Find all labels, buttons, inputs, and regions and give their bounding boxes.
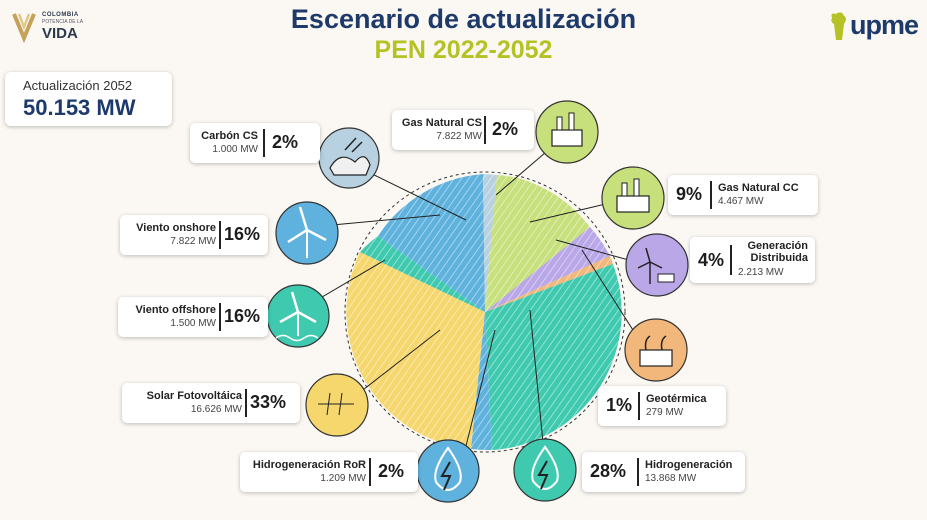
card-onshore-name: Viento onshore [136, 222, 216, 234]
card-divider [369, 458, 371, 486]
water-drop-bolt-icon [416, 439, 480, 503]
colombia-logo: COLOMBIA POTENCIA DE LA VIDA [10, 10, 140, 46]
card-solar-name: Solar Fotovoltáica [146, 390, 242, 402]
card-divider [263, 129, 265, 157]
card-offshore-pct: 16% [224, 306, 261, 326]
card-carbon-cs: Carbón CS 1.000 MW 2% [190, 123, 320, 163]
card-onshore-pct: 16% [224, 224, 261, 244]
card-viento-offshore: Viento offshore 1.500 MW 16% [118, 297, 268, 337]
card-onshore-mw: 7.822 MW [170, 236, 216, 247]
logo-colombia-text: COLOMBIA [42, 12, 79, 18]
card-viento-onshore: Viento onshore 7.822 MW 16% [120, 215, 268, 255]
distributed-generation-icon [625, 233, 689, 297]
card-gascs-mw: 7.822 MW [436, 131, 482, 142]
card-geo-name: Geotérmica [646, 393, 707, 405]
gas-plant-icon [535, 100, 599, 164]
card-ror-mw: 1.209 MW [320, 473, 366, 484]
card-solar-pct: 33% [250, 392, 287, 412]
offshore-wind-icon [266, 284, 330, 348]
card-geotermica: 1% Geotérmica 279 MW [598, 386, 726, 426]
card-gascs-pct: 2% [492, 119, 519, 139]
page-subtitle: PEN 2022-2052 [374, 36, 553, 64]
logo-tagline: POTENCIA DE LA [42, 19, 84, 25]
card-gas-cc: 9% Gas Natural CC 4.467 MW [668, 175, 818, 215]
card-dist-name: Generación Distribuida [747, 240, 808, 264]
card-divider [219, 221, 221, 249]
card-carbon-name: Carbón CS [201, 130, 258, 142]
gas-plant-cc-icon [601, 166, 665, 230]
card-hydro-mw: 13.868 MW [645, 473, 697, 484]
card-divider [245, 389, 247, 417]
card-solar: Solar Fotovoltáica 16.626 MW 33% [122, 383, 300, 423]
wind-turbine-icon [275, 201, 339, 265]
card-gas-cs: Gas Natural CS 7.822 MW 2% [392, 110, 534, 150]
card-hidro-ror: Hidrogeneración RoR 1.209 MW 2% [240, 452, 418, 492]
pie-slices [344, 171, 626, 453]
upme-logo-icon [831, 12, 846, 40]
card-ror-pct: 2% [378, 461, 405, 481]
coal-icon [318, 127, 380, 189]
card-ror-name: Hidrogeneración RoR [252, 459, 366, 471]
card-distribuida: 4% Generación Distribuida 2.213 MW [690, 237, 815, 283]
total-capacity-box: Actualización 2052 50.153 MW [5, 72, 172, 126]
hydro-icon [513, 438, 577, 502]
page-title: Escenario de actualización [290, 4, 637, 34]
card-gascc-pct: 9% [676, 184, 703, 204]
card-hidrogeneracion: 28% Hidrogeneración 13.868 MW [582, 452, 745, 492]
total-capacity-value: 50.153 MW [23, 95, 136, 120]
card-geo-pct: 1% [606, 395, 633, 415]
card-divider [637, 458, 639, 486]
card-gascc-name: Gas Natural CC [718, 182, 799, 194]
logo-upme-text: upme [850, 10, 919, 40]
card-carbon-mw: 1.000 MW [212, 144, 258, 155]
card-dist-pct: 4% [698, 250, 725, 270]
card-divider [484, 116, 486, 144]
card-divider [730, 245, 732, 275]
logo-vida-text: VIDA [42, 25, 78, 42]
card-offshore-name: Viento offshore [135, 304, 216, 316]
geothermal-icon [624, 318, 688, 382]
card-hydro-name: Hidrogeneración [645, 459, 733, 471]
card-divider [710, 181, 712, 209]
upme-logo: upme [828, 10, 923, 44]
card-dist-mw: 2.213 MW [738, 267, 784, 278]
card-divider [219, 303, 221, 331]
card-carbon-pct: 2% [272, 132, 299, 152]
card-offshore-mw: 1.500 MW [170, 318, 216, 329]
colombia-logo-icon [12, 13, 36, 44]
total-capacity-label: Actualización 2052 [23, 78, 133, 93]
card-divider [638, 392, 640, 420]
card-hydro-pct: 28% [590, 461, 627, 481]
card-geo-mw: 279 MW [646, 407, 684, 418]
card-solar-mw: 16.626 MW [190, 404, 242, 415]
card-gascc-mw: 4.467 MW [718, 196, 764, 207]
card-gascs-name: Gas Natural CS [401, 117, 482, 129]
